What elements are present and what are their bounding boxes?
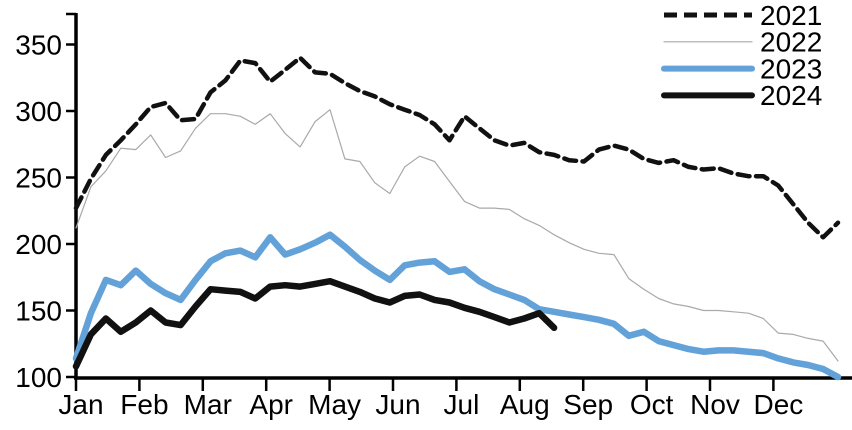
legend-label-2022: 2022 (760, 27, 822, 58)
series-line-2024 (72, 277, 558, 370)
x-tick-label-mar: Mar (184, 389, 232, 420)
series-line-2021 (73, 55, 841, 240)
axes (74, 13, 852, 380)
x-tick-label-feb: Feb (120, 389, 168, 420)
x-tick-label-dec: Dec (754, 389, 804, 420)
x-tick-label-jun: Jun (375, 389, 420, 420)
axis-ticks (66, 12, 775, 391)
series-line-2022 (75, 109, 839, 362)
y-tick-label-250: 250 (15, 162, 62, 193)
x-tick-label-oct: Oct (630, 389, 674, 420)
y-tick-label-100: 100 (15, 362, 62, 393)
x-tick-label-jul: Jul (444, 389, 480, 420)
x-tick-label-nov: Nov (690, 389, 740, 420)
y-tick-label-350: 350 (15, 29, 62, 60)
axis-labels: 100 150 200 250 300 350 Jan Feb Mar Apr May Jun Jul A… (15, 29, 803, 420)
x-tick-label-may: May (308, 389, 361, 420)
y-tick-label-150: 150 (15, 295, 62, 326)
x-tick-label-aug: Aug (500, 389, 550, 420)
series-line-2023 (72, 231, 842, 381)
x-tick-label-apr: Apr (249, 389, 293, 420)
data-series (72, 55, 842, 381)
legend-label-2024: 2024 (760, 80, 822, 111)
x-tick-label-jan: Jan (58, 389, 103, 420)
x-tick-label-sep: Sep (563, 389, 613, 420)
y-tick-label-300: 300 (15, 96, 62, 127)
y-tick-label-200: 200 (15, 229, 62, 260)
legend-label-2023: 2023 (760, 53, 822, 84)
legend-label-2021: 2021 (760, 0, 822, 31)
